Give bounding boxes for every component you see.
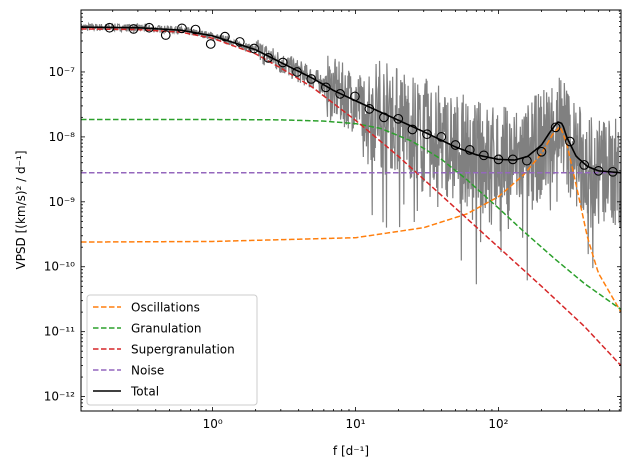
raw-psd-line [81, 21, 621, 285]
legend-label-total: Total [130, 385, 159, 399]
binned-point [393, 113, 404, 124]
binned-point [579, 160, 590, 170]
axis-ticks [81, 9, 621, 412]
series-line-granulation [81, 118, 621, 311]
binned-point [364, 104, 375, 114]
legend-box [86, 294, 258, 406]
binned-point [422, 129, 432, 140]
y-axis-label: VPSD [(km/s)² / d⁻¹] [14, 150, 28, 269]
binned-point [177, 23, 187, 34]
binned-point [205, 39, 216, 49]
plot-frame [80, 9, 622, 412]
raw-psd-layer [81, 21, 621, 285]
legend-label-noise: Noise [131, 364, 164, 378]
legend-label-oscillations: Oscillations [131, 301, 200, 315]
binned-point [104, 22, 115, 33]
binned-point [249, 43, 259, 54]
series-line-supergranulation [81, 28, 621, 367]
binned-point [407, 124, 418, 135]
binned-point [536, 146, 547, 157]
binned-point [292, 67, 302, 77]
binned-point [350, 91, 360, 102]
legend: Oscillations Granulation Supergranulation N… [86, 294, 258, 406]
legend-label-granulation: Granulation [131, 322, 201, 336]
binned-point [550, 122, 561, 133]
binned-point [220, 31, 230, 42]
binned-point [144, 22, 155, 33]
binned-point [450, 140, 461, 150]
series-line-oscillations [81, 125, 621, 313]
binned-point [464, 145, 475, 155]
binned-point [507, 154, 518, 165]
x-tick-label: 10² [488, 417, 508, 431]
model-series-layer [81, 26, 621, 367]
y-tick-label: 10⁻⁷ [49, 65, 76, 79]
y-tick-label: 10⁻⁸ [49, 130, 76, 144]
binned-point [128, 24, 139, 34]
x-tick-label: 10¹ [345, 417, 365, 431]
axis-tick-labels: 10⁰ 10¹ 10² 10⁻¹² 10⁻¹¹ 10⁻¹⁰ 10⁻⁹ 10⁻⁸ 10⁻⁷ [44, 65, 509, 431]
binned-point [263, 52, 274, 63]
binned-point [335, 88, 345, 99]
y-tick-label: 10⁻¹¹ [44, 325, 75, 339]
binned-point [607, 166, 618, 177]
binned-point [321, 82, 331, 93]
binned-point [277, 57, 288, 68]
binned-point [565, 136, 575, 147]
y-tick-label: 10⁻¹⁰ [44, 260, 75, 274]
binned-point [493, 154, 504, 165]
legend-label-supergranulation: Supergranulation [131, 343, 235, 357]
binned-point [160, 30, 171, 40]
binned-point [478, 150, 489, 161]
y-tick-label: 10⁻¹² [44, 390, 75, 404]
y-tick-label: 10⁻⁹ [49, 195, 76, 209]
binned-points-layer [104, 22, 618, 177]
binned-point [190, 24, 201, 35]
x-tick-label: 10⁰ [203, 417, 223, 431]
binned-point [379, 112, 389, 123]
binned-point [234, 37, 245, 47]
binned-point [436, 132, 447, 142]
binned-point [522, 155, 532, 166]
x-axis-label: f [d⁻¹] [333, 444, 369, 458]
binned-point [593, 165, 604, 176]
binned-point [306, 74, 317, 84]
